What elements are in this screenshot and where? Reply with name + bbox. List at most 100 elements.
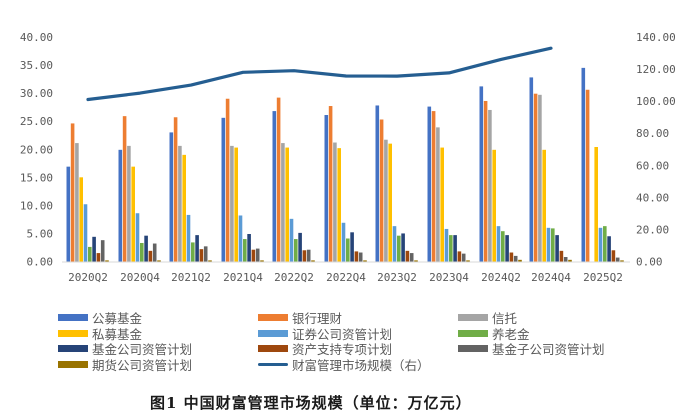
- bar-group: [427, 106, 470, 262]
- bar: [594, 147, 598, 262]
- bar: [568, 259, 572, 262]
- bar: [479, 86, 484, 262]
- bar: [603, 226, 607, 262]
- bar-group: [169, 117, 212, 262]
- bar: [238, 215, 243, 262]
- left-tick-label: 15.00: [20, 171, 53, 184]
- bar: [306, 249, 311, 262]
- bar: [298, 232, 302, 262]
- bar: [581, 67, 586, 262]
- bar: [294, 239, 298, 262]
- x-tick-label: 2023Q2: [377, 271, 417, 284]
- bar: [186, 214, 191, 262]
- bar: [178, 145, 182, 262]
- x-tick-label: 2022Q2: [274, 271, 314, 284]
- legend-label: 期货公司资管计划: [92, 357, 193, 373]
- x-tick-label: 2020Q2: [68, 271, 108, 284]
- x-tick-label: 2025Q2: [583, 271, 623, 284]
- bar: [225, 98, 230, 262]
- legend-color-swatch-icon: [58, 345, 88, 353]
- bar: [444, 228, 449, 262]
- bar: [449, 235, 453, 262]
- legend-color-swatch-icon: [458, 329, 488, 337]
- bar: [585, 89, 590, 262]
- legend-item: 基金子公司资管计划: [458, 341, 658, 357]
- bar: [135, 213, 140, 262]
- bar: [501, 231, 505, 262]
- legend-color-swatch-icon: [58, 314, 88, 322]
- bar: [251, 249, 256, 262]
- bar: [513, 255, 518, 262]
- legend-item: 资产支持专项计划: [258, 341, 448, 357]
- bar: [203, 246, 208, 262]
- bar: [363, 260, 367, 262]
- legend-color-swatch-icon: [258, 329, 288, 337]
- bar: [75, 143, 79, 262]
- bar: [379, 119, 384, 262]
- bar: [333, 142, 337, 262]
- left-tick-label: 5.00: [27, 227, 54, 240]
- bar: [409, 253, 414, 262]
- bar: [397, 235, 401, 262]
- bar: [66, 166, 71, 262]
- legend-label: 基金公司资管计划: [92, 342, 193, 358]
- right-tick-label: 0.00: [636, 256, 663, 269]
- bar-group: [221, 98, 264, 262]
- right-tick-label: 100.00: [636, 95, 676, 108]
- bar: [542, 149, 546, 262]
- bar: [505, 235, 509, 262]
- left-tick-label: 40.00: [20, 31, 53, 44]
- bar: [414, 260, 418, 262]
- legend-label: 资产支持专项计划: [292, 342, 393, 358]
- bar: [350, 232, 354, 262]
- bar: [401, 233, 405, 262]
- bar: [221, 117, 226, 262]
- bar: [105, 260, 109, 262]
- bar: [272, 111, 277, 262]
- legend-item: 银行理财: [258, 310, 448, 326]
- legend-label: 信托: [492, 311, 518, 327]
- legend-item: 基金公司资管计划: [58, 341, 248, 357]
- legend-item: 公募基金: [58, 310, 248, 326]
- bar: [533, 93, 538, 262]
- bar: [615, 257, 620, 262]
- bar: [466, 260, 470, 262]
- bar: [431, 111, 436, 262]
- bar: [598, 227, 603, 262]
- right-tick-label: 40.00: [636, 191, 669, 204]
- bar: [191, 242, 195, 262]
- bar-group: [479, 86, 522, 262]
- legend-line-swatch-icon: [258, 362, 288, 366]
- legend-item: 财富管理市场规模（右）: [258, 357, 448, 373]
- legend-label: 基金子公司资管计划: [492, 342, 605, 358]
- bar: [276, 97, 281, 262]
- bar: [436, 127, 440, 262]
- bar: [496, 226, 501, 262]
- bar: [620, 260, 624, 262]
- bar: [285, 147, 289, 262]
- bar: [324, 115, 329, 262]
- legend-color-swatch-icon: [258, 345, 288, 353]
- left-tick-label: 25.00: [20, 115, 53, 128]
- bar: [529, 77, 534, 262]
- bar-group: [581, 67, 624, 262]
- bar: [152, 243, 157, 262]
- bar: [234, 147, 238, 262]
- bar: [173, 117, 178, 262]
- bar: [127, 145, 131, 262]
- x-tick-label: 2020Q4: [120, 271, 160, 284]
- right-tick-label: 140.00: [636, 31, 676, 44]
- legend-color-swatch-icon: [58, 360, 88, 368]
- bar: [405, 250, 410, 262]
- legend-item: 信托: [458, 310, 658, 326]
- bar: [346, 238, 350, 262]
- right-tick-label: 120.00: [636, 63, 676, 76]
- bar: [427, 106, 432, 262]
- legend-label: 私募基金: [92, 326, 143, 342]
- x-tick-label: 2023Q4: [429, 271, 469, 284]
- bar: [199, 249, 204, 262]
- left-tick-label: 10.00: [20, 199, 53, 212]
- bar: [148, 250, 153, 262]
- bar: [131, 166, 135, 262]
- legend-color-swatch-icon: [258, 314, 288, 322]
